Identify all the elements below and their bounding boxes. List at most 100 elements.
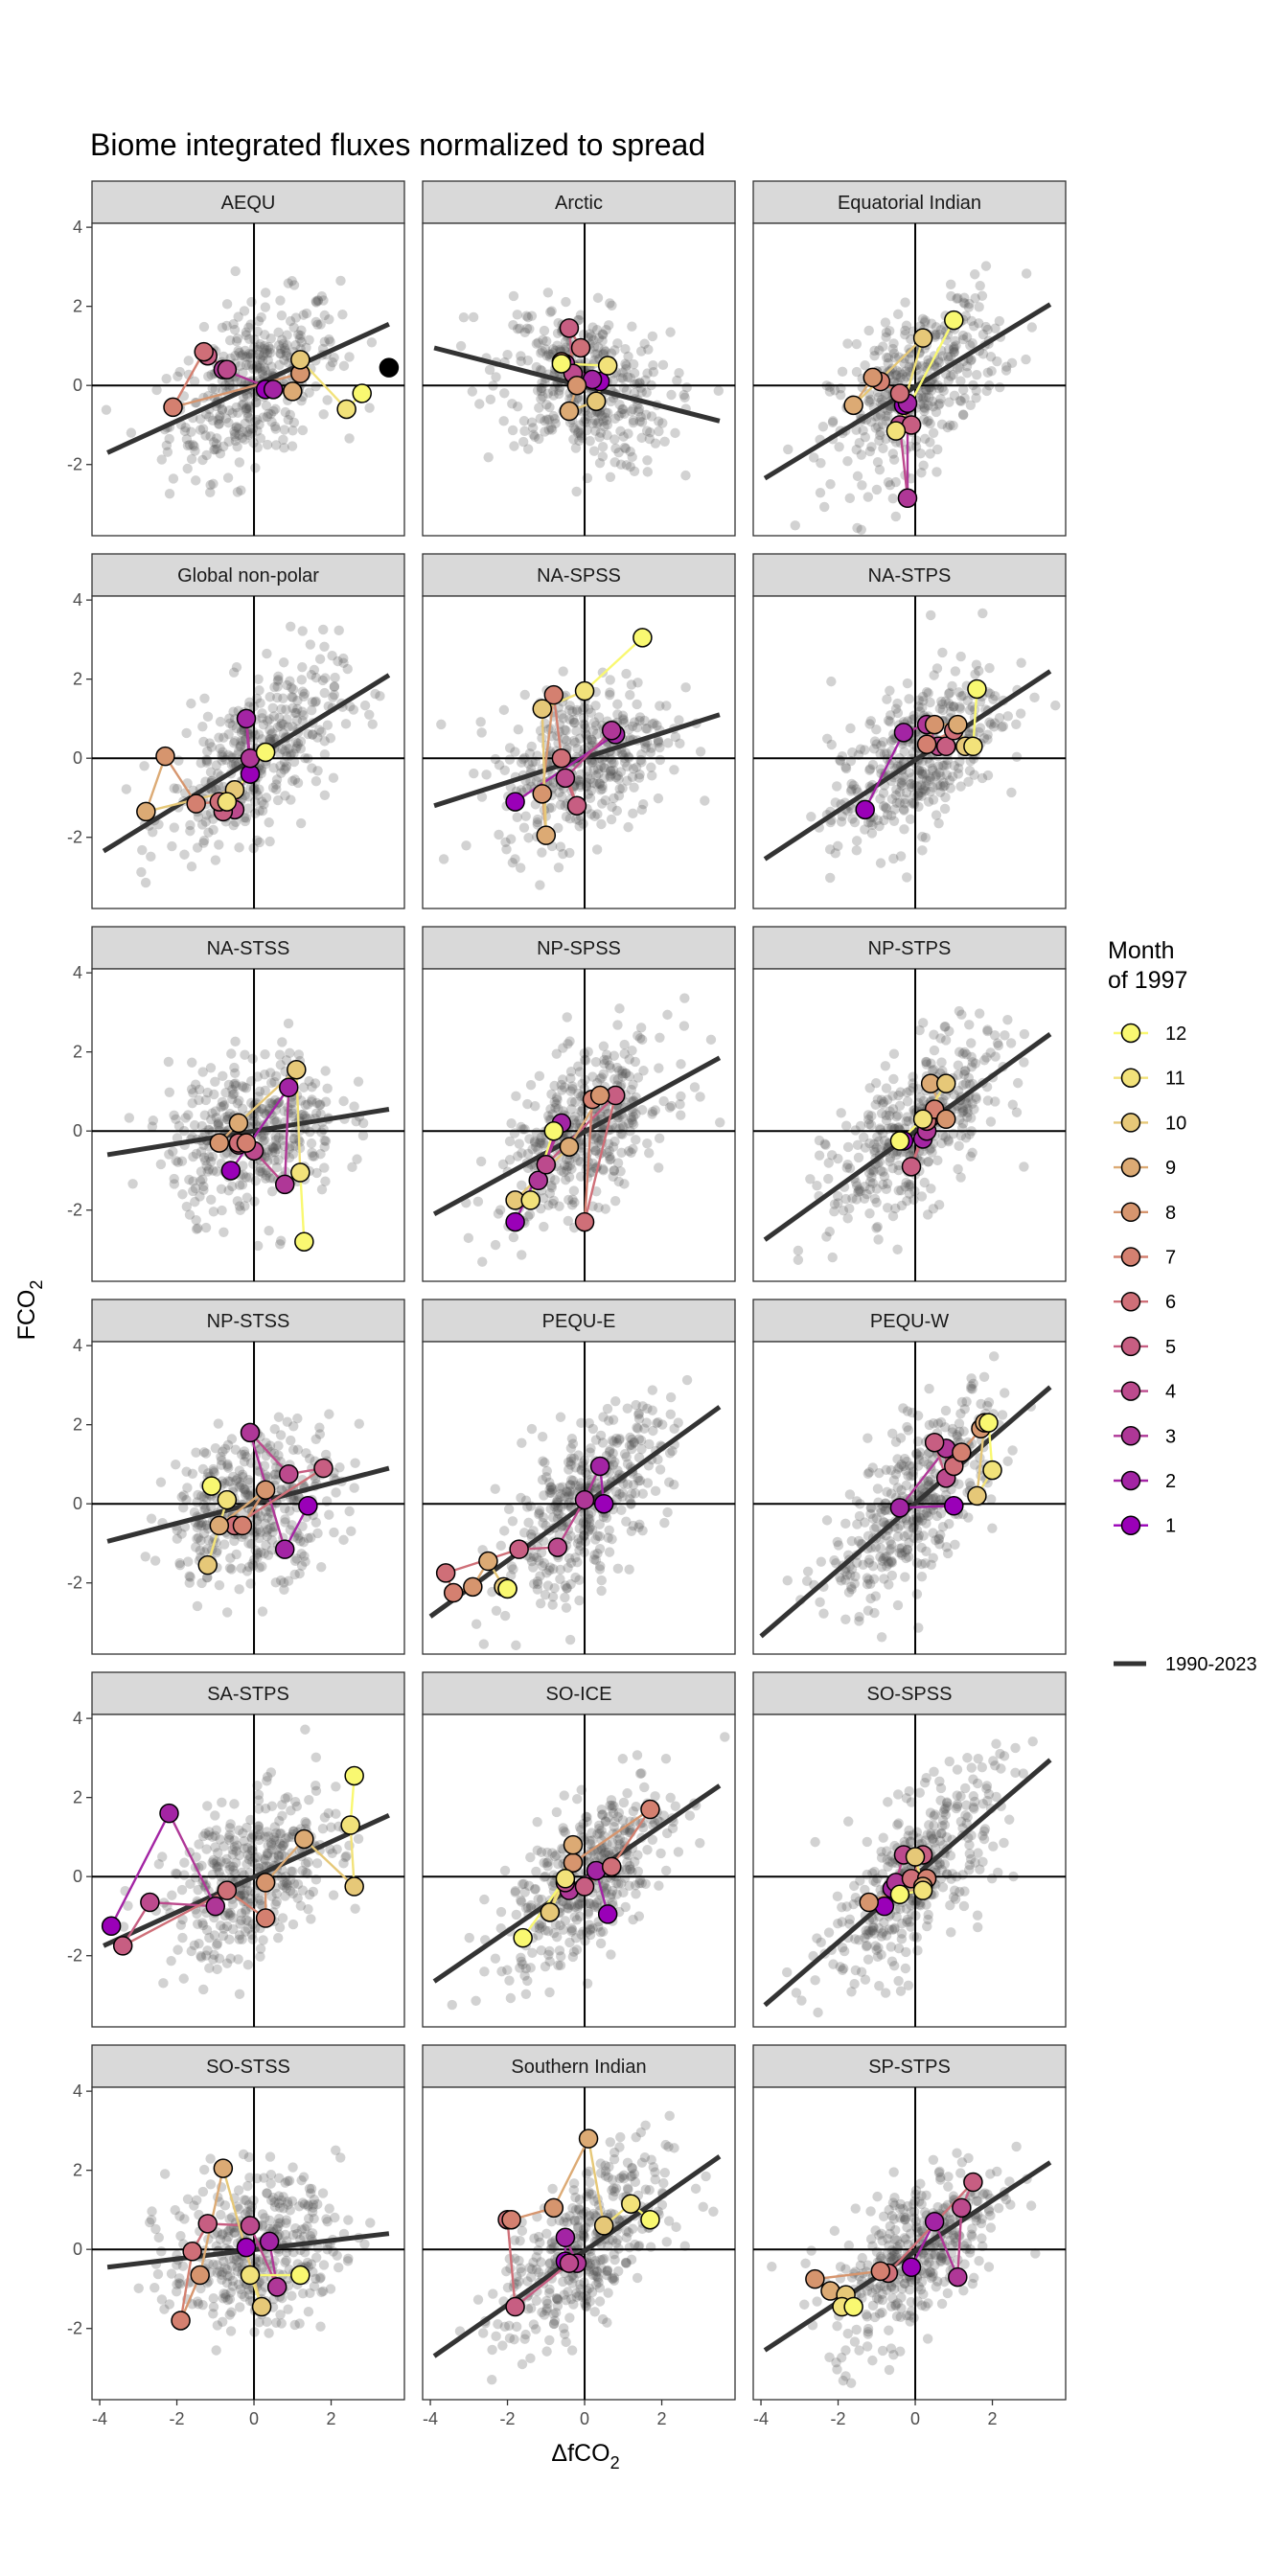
background-point <box>519 327 531 337</box>
background-point <box>945 701 956 712</box>
background-point <box>923 1157 933 1167</box>
month-point <box>236 708 257 729</box>
background-point <box>283 414 293 426</box>
background-point <box>280 406 291 418</box>
background-point <box>455 340 467 352</box>
background-point <box>264 408 274 419</box>
background-point <box>957 690 969 702</box>
background-point <box>540 426 550 437</box>
background-point <box>310 297 322 308</box>
background-point <box>901 371 912 382</box>
month-point <box>520 1190 540 1210</box>
background-point <box>961 360 973 372</box>
month-point <box>536 1155 557 1175</box>
background-point <box>929 1045 940 1056</box>
background-point <box>610 345 620 356</box>
background-point <box>866 417 877 427</box>
background-point <box>253 729 264 740</box>
month-point <box>536 825 557 845</box>
background-point <box>226 1564 237 1575</box>
background-point <box>644 433 656 445</box>
background-point <box>218 441 229 452</box>
background-point <box>926 318 937 329</box>
background-point <box>978 349 989 359</box>
background-point <box>228 819 239 831</box>
background-point <box>919 402 930 413</box>
background-point <box>535 1571 545 1581</box>
background-point <box>572 427 584 439</box>
background-point <box>176 1491 187 1503</box>
background-point <box>958 384 969 395</box>
background-point <box>806 812 816 822</box>
background-point <box>676 1110 686 1120</box>
background-point <box>195 425 206 435</box>
background-point <box>629 368 640 379</box>
background-point <box>220 413 232 424</box>
background-point <box>593 416 604 427</box>
background-point <box>517 1250 527 1260</box>
background-point <box>257 1561 267 1572</box>
background-point <box>213 1119 223 1130</box>
background-point <box>619 442 631 453</box>
background-point <box>186 698 196 709</box>
background-point <box>793 1245 804 1256</box>
background-point <box>324 314 334 325</box>
background-point <box>526 417 538 427</box>
background-point <box>894 367 906 378</box>
background-point <box>472 1196 484 1208</box>
month-point <box>255 742 276 763</box>
background-point <box>273 1412 285 1422</box>
background-point <box>950 335 960 347</box>
background-point <box>643 344 654 355</box>
background-point <box>510 854 520 864</box>
background-point <box>180 422 191 433</box>
background-point <box>320 673 331 683</box>
background-point <box>949 343 959 355</box>
background-point <box>558 1043 568 1053</box>
background-point <box>593 342 604 353</box>
background-point <box>561 342 572 353</box>
background-point <box>463 1232 474 1244</box>
y-tick-label: 0 <box>73 1121 82 1140</box>
background-point <box>824 381 835 392</box>
background-point <box>632 678 643 688</box>
background-point <box>933 1199 945 1210</box>
background-point <box>225 1552 236 1564</box>
background-point <box>851 366 862 378</box>
background-point <box>281 704 291 715</box>
month-point <box>509 1539 529 1559</box>
background-point <box>553 862 564 873</box>
background-point <box>183 1556 194 1567</box>
background-point <box>881 416 891 426</box>
background-point <box>631 1135 641 1145</box>
month-path-segment <box>172 351 205 408</box>
background-point <box>214 840 224 850</box>
month-point <box>163 397 183 418</box>
background-point <box>864 765 875 775</box>
background-point <box>196 819 208 830</box>
background-point <box>628 417 639 428</box>
background-point <box>314 654 326 664</box>
background-point <box>540 415 550 426</box>
background-point <box>944 1518 954 1530</box>
background-point <box>882 389 893 401</box>
background-point <box>589 355 600 366</box>
background-point <box>665 1409 676 1420</box>
background-point <box>620 364 632 375</box>
background-point <box>657 1419 668 1430</box>
background-point <box>218 751 228 763</box>
background-point <box>842 338 853 349</box>
background-point <box>301 1448 311 1459</box>
background-point <box>222 1439 234 1451</box>
background-point <box>871 1223 882 1233</box>
background-point <box>626 1084 636 1095</box>
background-point <box>210 444 220 455</box>
background-point <box>885 366 896 378</box>
background-point <box>501 844 512 855</box>
background-point <box>949 347 960 357</box>
background-point <box>307 729 318 740</box>
background-point <box>873 421 884 432</box>
background-point <box>214 1579 225 1591</box>
